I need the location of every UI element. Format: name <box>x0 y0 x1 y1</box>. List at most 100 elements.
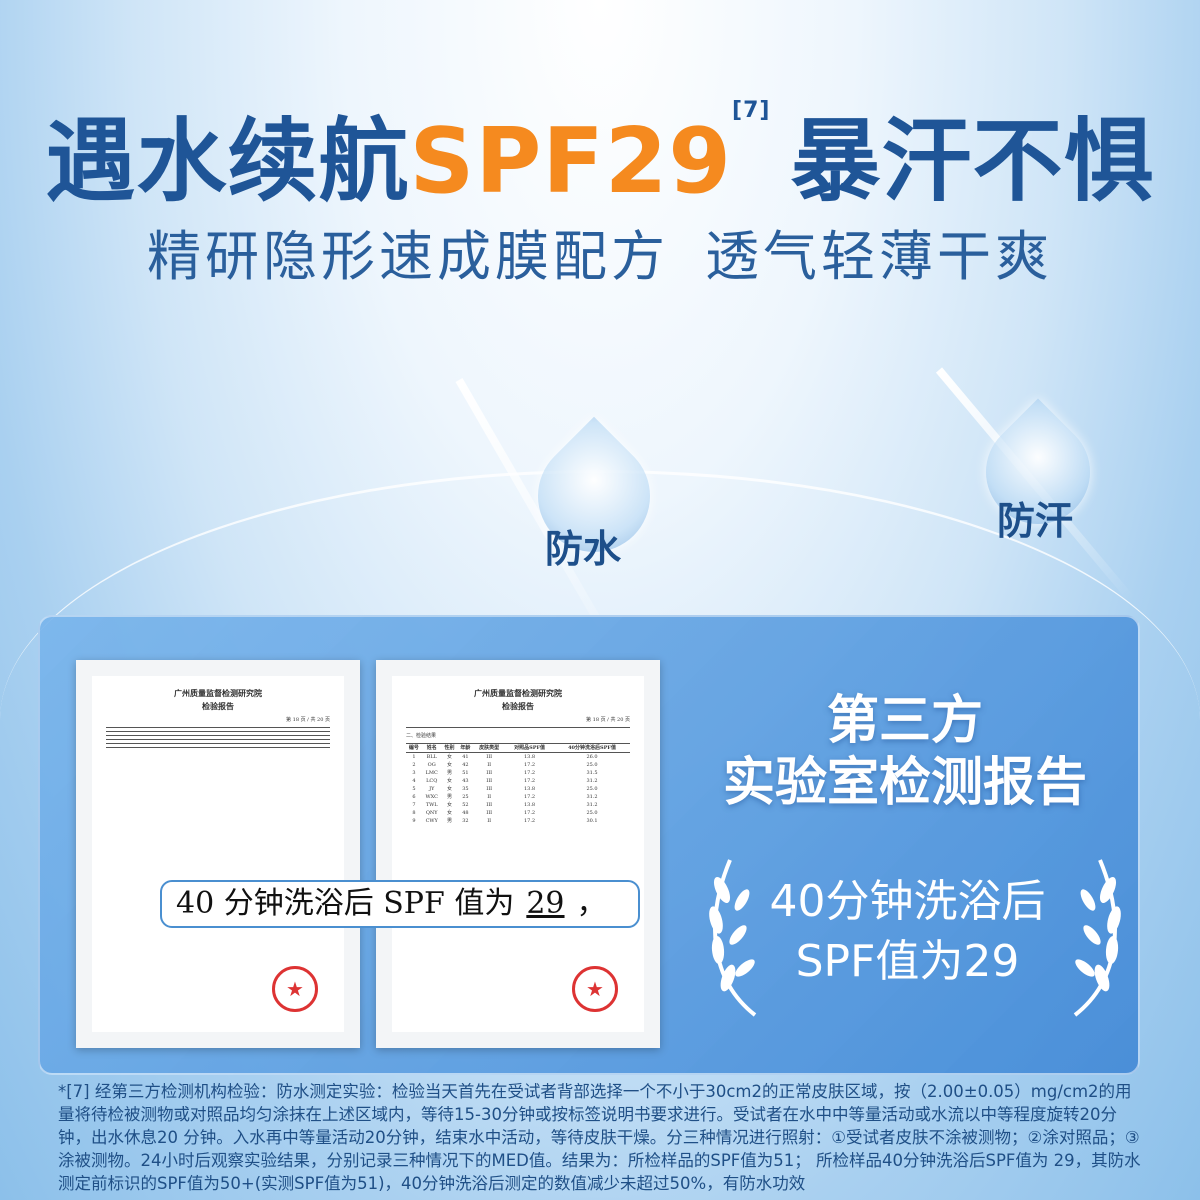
headline: 遇水续航SPF29[7] 暴汗不惧 <box>45 98 1155 214</box>
table-row: 3 LMC 男 51 III 17.2 31.5 <box>406 769 630 777</box>
table-cell: III <box>486 786 493 792</box>
table-row: 4 LCQ 女 43 III 17.2 31.2 <box>406 777 630 785</box>
table-cell: 3 <box>412 770 416 776</box>
report-title: 检验报告 <box>502 701 534 711</box>
table-cell: LCQ <box>426 778 438 784</box>
table-cell: 13.8 <box>523 754 536 760</box>
table-cell: 17.2 <box>523 778 536 784</box>
table-row: 6 WXC 男 25 II 17.2 31.2 <box>406 793 630 801</box>
spf-claim: 40分钟洗浴后 SPF值为29 <box>769 876 1046 987</box>
table-cell: LMC <box>425 770 438 776</box>
table-cell: 女 <box>447 778 453 784</box>
table-cell: 48 <box>462 810 469 816</box>
column-header: 对照品SPF值 <box>505 743 555 753</box>
table-cell: 25.0 <box>586 762 598 768</box>
table-cell: 2 <box>412 762 416 768</box>
badge-sweatproof: 防汗 <box>997 499 1074 543</box>
badge-waterproof: 防水 <box>545 527 622 571</box>
report-left: 广州质量监督检测研究院 检验报告 第 18 页 / 共 20 页 ★ <box>76 660 360 1048</box>
table-cell: 26.0 <box>586 754 598 760</box>
table-cell: II <box>487 818 492 824</box>
subheadline: 精研隐形速成膜配方 透气轻薄干爽 <box>147 225 1053 288</box>
table-cell: 25.0 <box>586 786 598 792</box>
table-cell: 1 <box>412 754 416 760</box>
table-cell: 30.1 <box>586 818 598 824</box>
table-cell: 17.2 <box>523 762 536 768</box>
table-row: 5 JY 女 35 III 13.8 25.0 <box>406 785 630 793</box>
table-cell: II <box>487 762 492 768</box>
table-cell: 31.2 <box>586 794 598 800</box>
results-table: 编号 姓名 性别 年龄 皮肤类型 对照品SPF值 40分钟洗浴后SPF值 1 BLL 女 41 II… <box>406 743 630 825</box>
institute-name: 广州质量监督检测研究院 <box>474 688 562 698</box>
laurel-left-icon <box>709 859 757 1017</box>
table-row: 7 TWL 女 52 III 13.8 31.2 <box>406 801 630 809</box>
column-header: 皮肤类型 <box>473 743 506 753</box>
table-cell: 13.8 <box>523 802 536 808</box>
red-star-seal-icon: ★ <box>272 966 318 1012</box>
table-cell: 男 <box>447 818 453 824</box>
table-cell: II <box>487 794 492 800</box>
institute-name: 广州质量监督检测研究院 <box>174 688 262 698</box>
table-cell: 女 <box>447 802 453 808</box>
table-cell: 7 <box>412 802 416 808</box>
column-header: 编号 <box>406 743 422 753</box>
table-cell: 4 <box>412 778 416 784</box>
column-header: 40分钟洗浴后SPF值 <box>554 743 630 753</box>
table-cell: 17.2 <box>523 794 536 800</box>
table-cell: III <box>486 802 493 808</box>
table-cell: BLL <box>426 754 437 760</box>
table-cell: QNY <box>425 810 438 816</box>
column-header: 性别 <box>441 743 458 753</box>
table-cell: 9 <box>412 818 416 824</box>
table-cell: 25.0 <box>586 810 598 816</box>
table-cell: 6 <box>412 794 416 800</box>
table-row: 1 BLL 女 41 III 13.8 26.0 <box>406 753 630 762</box>
table-cell: 42 <box>462 762 469 768</box>
table-cell: JY <box>429 786 435 792</box>
table-cell: 31.2 <box>586 778 598 784</box>
table-cell: 女 <box>447 762 453 768</box>
column-header: 年龄 <box>457 743 474 753</box>
table-cell: 17.2 <box>523 770 536 776</box>
table-cell: OG <box>427 762 436 768</box>
page-number: 第 18 页 / 共 20 页 <box>286 717 330 723</box>
table-cell: 35 <box>462 786 469 792</box>
table-cell: 43 <box>462 778 469 784</box>
table-cell: WXC <box>425 794 438 800</box>
table-row: 8 QNY 女 48 III 17.2 25.0 <box>406 809 630 817</box>
column-header: 姓名 <box>421 743 442 753</box>
table-cell: 女 <box>447 786 453 792</box>
table-cell: CWY <box>425 818 438 824</box>
spf-callout: 40 分钟洗浴后 SPF 值为 29， <box>160 880 640 928</box>
table-cell: 32 <box>462 818 469 824</box>
red-star-seal-icon: ★ <box>572 966 618 1012</box>
table-cell: 41 <box>462 754 469 760</box>
page-number: 第 18 页 / 共 20 页 <box>586 717 630 723</box>
table-row: 9 CWY 男 32 II 17.2 30.1 <box>406 817 630 825</box>
table-cell: 52 <box>462 802 469 808</box>
table-cell: III <box>486 770 493 776</box>
table-cell: 13.8 <box>523 786 536 792</box>
table-cell: 17.2 <box>523 818 536 824</box>
third-party-lab-title: 第三方 实验室检测报告 <box>722 691 1087 813</box>
table-cell: 31.2 <box>586 802 598 808</box>
footnote: *[7] 经第三方检测机构检验：防水测定实验：检验当天首先在受试者背部选择一个不… <box>58 1082 1141 1193</box>
table-cell: III <box>486 754 493 760</box>
table-cell: 25 <box>462 794 469 800</box>
laurel-right-icon <box>1073 859 1121 1017</box>
table-cell: TWL <box>425 802 438 808</box>
table-cell: 5 <box>412 786 416 792</box>
section-title: 二、检验结果 <box>406 733 437 739</box>
table-cell: 女 <box>447 810 453 816</box>
table-cell: III <box>486 778 493 784</box>
table-cell: 女 <box>447 754 453 760</box>
table-cell: 17.2 <box>523 810 536 816</box>
table-cell: 男 <box>447 770 453 776</box>
table-row: 2 OG 女 42 II 17.2 25.0 <box>406 761 630 769</box>
table-cell: 8 <box>412 810 416 816</box>
table-cell: 51 <box>462 770 469 776</box>
table-cell: 男 <box>447 794 453 800</box>
report-title: 检验报告 <box>202 701 234 711</box>
table-cell: 31.5 <box>586 770 598 776</box>
report-right: 广州质量监督检测研究院 检验报告 第 18 页 / 共 20 页 二、检验结果 … <box>376 660 660 1048</box>
